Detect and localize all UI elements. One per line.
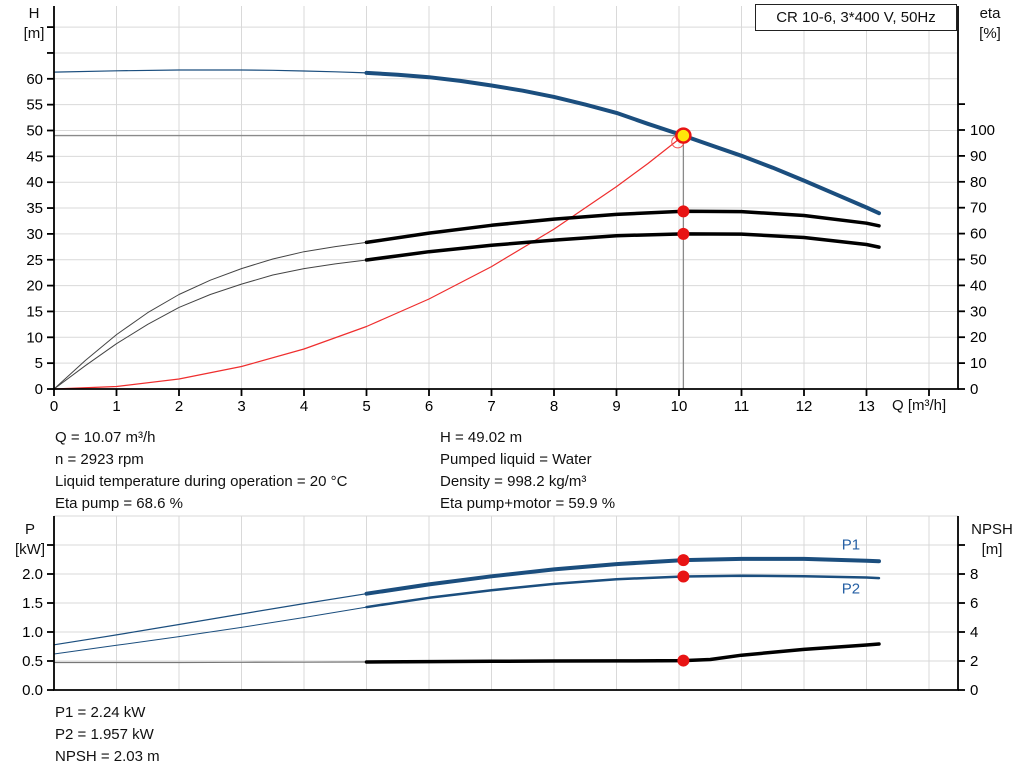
x-tick-label: 1 <box>112 398 120 415</box>
y-right-tick-label: 0 <box>970 682 978 699</box>
p-axis-label: P [kW] <box>8 520 52 560</box>
y-left-tick-label: 0.5 <box>22 653 43 670</box>
info-p1: P1 = 2.24 kW <box>55 704 146 721</box>
y-left-tick-label: 1.5 <box>22 595 43 612</box>
y-left-tick-label: 0 <box>35 381 43 398</box>
y-right-tick-label: 100 <box>970 122 995 139</box>
npsh-curve-thin <box>53 661 368 664</box>
y-left-tick-label: 10 <box>26 329 43 346</box>
y-left-tick-label: 30 <box>26 226 43 243</box>
p-axis-unit: [kW] <box>15 541 45 558</box>
qh-curve-thin <box>53 69 368 74</box>
y-right-tick-label: 50 <box>970 252 987 269</box>
npsh-axis-unit: [m] <box>981 541 1003 558</box>
x-tick-label: 13 <box>858 398 875 415</box>
x-tick-label: 6 <box>425 398 433 415</box>
npsh-axis-symbol: NPSH <box>971 521 1013 538</box>
pump-type-label: CR 10-6, 3*400 V, 50Hz <box>755 4 957 31</box>
y-left-tick-label: 2.0 <box>22 566 43 583</box>
x-tick-label: 4 <box>300 398 308 415</box>
y-right-tick-label: 80 <box>970 174 987 191</box>
x-tick-label: 7 <box>487 398 495 415</box>
p1-curve <box>364 556 881 596</box>
y-left-tick-label: 45 <box>26 148 43 165</box>
q-axis-label: Q [m³/h] <box>892 397 947 414</box>
y-right-tick-label: 4 <box>970 624 978 641</box>
h-axis-symbol: H <box>28 5 40 22</box>
y-right-tick-label: 8 <box>970 566 978 583</box>
eta-pump-motor-curve <box>364 232 881 262</box>
info-density: Density = 998.2 kg/m³ <box>440 473 587 490</box>
info-speed: n = 2923 rpm <box>55 451 144 468</box>
eta-axis-unit: [%] <box>979 25 1001 42</box>
x-tick-label: 0 <box>50 398 58 415</box>
y-right-tick-label: 20 <box>970 329 987 346</box>
p-axis-symbol: P <box>24 521 35 538</box>
x-tick-label: 10 <box>671 398 688 415</box>
info-npsh: NPSH = 2.03 m <box>55 748 160 765</box>
y-left-tick-label: 5 <box>35 355 43 372</box>
y-right-tick-label: 30 <box>970 303 987 320</box>
duty-point-marker[interactable] <box>675 127 692 144</box>
system-curve <box>53 135 685 390</box>
eta-axis-label: eta [%] <box>966 4 1014 44</box>
info-eta-pump: Eta pump = 68.6 % <box>55 495 183 512</box>
p1-point <box>677 554 690 567</box>
x-tick-label: 3 <box>237 398 245 415</box>
y-left-tick-label: 40 <box>26 174 43 191</box>
info-p2: P2 = 1.957 kW <box>55 726 154 743</box>
p1-curve-thin <box>53 593 368 646</box>
h-axis-label: H [m] <box>14 4 54 44</box>
y-right-tick-label: 60 <box>970 226 987 243</box>
y-left-tick-label: 60 <box>26 71 43 88</box>
x-tick-label: 12 <box>796 398 813 415</box>
y-left-tick-label: 25 <box>26 252 43 269</box>
eta-pump-motor-point <box>677 227 690 240</box>
y-right-tick-label: 70 <box>970 200 987 217</box>
eta-pump-curve <box>364 209 881 245</box>
npsh-point <box>677 654 690 667</box>
y-right-tick-label: 6 <box>970 595 978 612</box>
x-tick-label: 11 <box>734 398 750 415</box>
y-left-tick-label: 55 <box>26 97 43 114</box>
y-right-tick-label: 90 <box>970 148 987 165</box>
eta-axis-symbol: eta <box>979 5 1001 22</box>
y-right-tick-label: 40 <box>970 277 987 294</box>
eta-pump-motor-curve-thin <box>53 259 367 390</box>
info-pumped-liquid: Pumped liquid = Water <box>440 451 592 468</box>
eta-pump-point <box>677 205 690 218</box>
p2-curve <box>365 574 881 609</box>
y-left-tick-label: 1.0 <box>22 624 43 641</box>
p2-curve-thin <box>53 606 367 655</box>
info-eta-pump-motor: Eta pump+motor = 59.9 % <box>440 495 616 512</box>
eta-pump-curve-thin <box>53 241 367 390</box>
duty-info-left: Q = 10.07 m³/h n = 2923 rpm Liquid tempe… <box>55 427 347 515</box>
info-head: H = 49.02 m <box>440 429 523 446</box>
qh-curve <box>364 70 881 216</box>
p1-curve-label: P1 <box>842 537 860 554</box>
y-right-tick-label: 0 <box>970 381 978 398</box>
y-left-tick-label: 35 <box>26 200 43 217</box>
info-liquid-temp: Liquid temperature during operation = 20… <box>55 473 348 490</box>
y-right-tick-label: 10 <box>970 355 987 372</box>
p2-curve-label: P2 <box>842 581 860 598</box>
y-left-tick-label: 0.0 <box>22 682 43 699</box>
x-tick-label: 8 <box>550 398 558 415</box>
npsh-axis-label: NPSH [m] <box>962 520 1022 560</box>
power-info-block: P1 = 2.24 kW P2 = 1.957 kW NPSH = 2.03 m <box>55 702 160 768</box>
x-tick-label: 2 <box>175 398 183 415</box>
npsh-curve <box>364 642 881 664</box>
y-left-tick-label: 50 <box>26 123 43 140</box>
p2-point <box>677 570 690 583</box>
x-tick-label: 5 <box>362 398 370 415</box>
x-tick-label: 9 <box>612 398 620 415</box>
h-axis-unit: [m] <box>23 25 45 42</box>
y-left-tick-label: 20 <box>26 278 43 295</box>
y-left-tick-label: 15 <box>26 303 43 320</box>
duty-info-right: H = 49.02 m Pumped liquid = Water Densit… <box>440 427 615 515</box>
y-right-tick-label: 2 <box>970 653 978 670</box>
info-flow: Q = 10.07 m³/h <box>55 429 156 446</box>
